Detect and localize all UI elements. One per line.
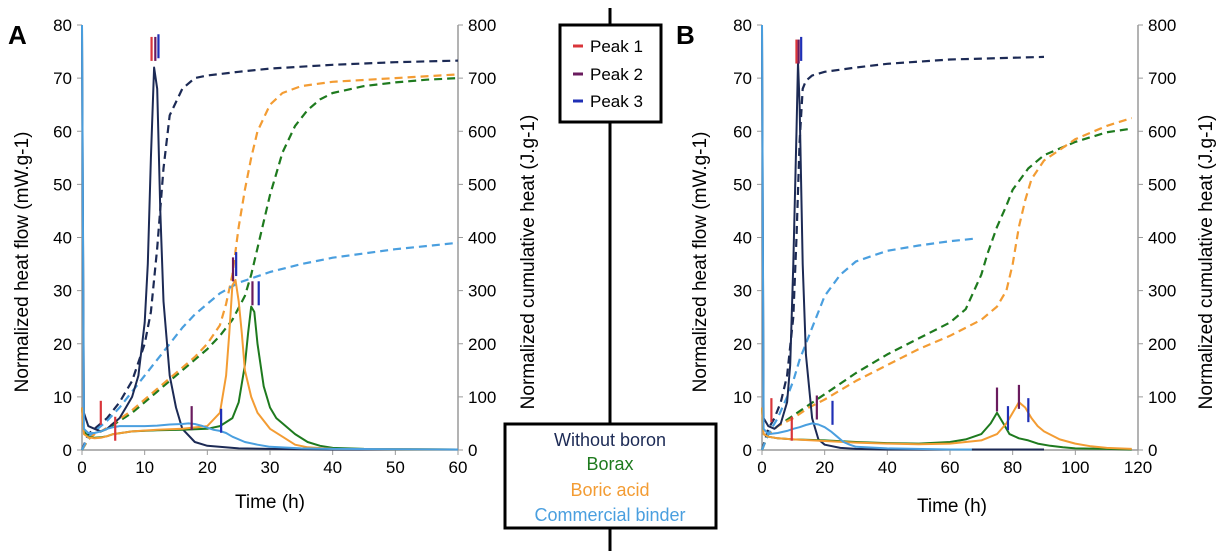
y-tick-label-a: 40 bbox=[53, 229, 72, 248]
series-cumulative-borax-b bbox=[760, 127, 1132, 451]
series-cumulative-boric-acid-b bbox=[760, 116, 1133, 451]
peak-legend: Peak 1 Peak 2 Peak 3 bbox=[558, 23, 663, 124]
legend-boric-acid: Boric acid bbox=[570, 480, 649, 500]
y-tick-label-b: 80 bbox=[733, 16, 752, 35]
series-heatflow-boric-acid-a bbox=[81, 279, 459, 451]
x-tick-label-b: 0 bbox=[757, 458, 766, 477]
x-tick-label-a: 20 bbox=[198, 458, 217, 477]
y-tick-label-b: 70 bbox=[733, 69, 752, 88]
y-axis-label-a: Normalized heat flow (mW.g-1) bbox=[12, 132, 33, 393]
y-tick-label-b: 0 bbox=[743, 441, 752, 460]
y-tick-label-b: 40 bbox=[733, 229, 752, 248]
x-tick-label-a: 60 bbox=[449, 458, 468, 477]
y-axis-label-b: Normalized heat flow (mW.g-1) bbox=[690, 132, 711, 393]
series-heatflow-without-boron-a bbox=[81, 24, 458, 451]
legend-commercial-binder: Commercial binder bbox=[534, 505, 685, 525]
y-tick-label-b: 30 bbox=[733, 282, 752, 301]
x-tick-label-b: 120 bbox=[1124, 458, 1152, 477]
series-cumulative-commercial-binder-a bbox=[81, 241, 459, 451]
y2-tick-label-a: 0 bbox=[468, 441, 477, 460]
y2-tick-label-a: 600 bbox=[468, 122, 496, 141]
y2-tick-label-a: 400 bbox=[468, 229, 496, 248]
x-tick-label-a: 0 bbox=[77, 458, 86, 477]
y-tick-label-a: 50 bbox=[53, 175, 72, 194]
y2-tick-label-b: 100 bbox=[1148, 388, 1176, 407]
y2-tick-label-a: 300 bbox=[468, 282, 496, 301]
series-cumulative-without-boron-b bbox=[760, 55, 1045, 451]
y2-tick-label-a: 800 bbox=[468, 16, 496, 35]
y2-tick-label-b: 300 bbox=[1148, 282, 1176, 301]
series-cumulative-boric-acid-a bbox=[81, 73, 459, 451]
series-heatflow-commercial-binder-a bbox=[81, 24, 459, 451]
x-axis-label-a: Time (h) bbox=[235, 492, 305, 513]
peak-3-label: Peak 3 bbox=[590, 92, 643, 111]
legend-borax: Borax bbox=[586, 454, 633, 474]
series-cumulative-borax-a bbox=[81, 77, 459, 451]
y-tick-label-b: 20 bbox=[733, 335, 752, 354]
plot-area-a: 0 10 20 30 40 50 60010203040506070800100200300… bbox=[53, 16, 496, 477]
x-tick-label-a: 50 bbox=[386, 458, 405, 477]
y2-tick-label-a: 100 bbox=[468, 388, 496, 407]
y2-tick-label-b: 500 bbox=[1148, 175, 1176, 194]
series-legend: Without boron Borax Boric acid Commercia… bbox=[503, 422, 718, 530]
y2-tick-label-a: 700 bbox=[468, 69, 496, 88]
y2-tick-label-b: 700 bbox=[1148, 69, 1176, 88]
y2-tick-label-b: 600 bbox=[1148, 122, 1176, 141]
x-tick-label-a: 30 bbox=[261, 458, 280, 477]
x-tick-label-a: 40 bbox=[323, 458, 342, 477]
y-tick-label-b: 50 bbox=[733, 175, 752, 194]
series-heatflow-commercial-binder-b bbox=[761, 24, 972, 451]
x-tick-label-b: 60 bbox=[941, 458, 960, 477]
y2-tick-label-b: 400 bbox=[1148, 229, 1176, 248]
y2-tick-label-b: 800 bbox=[1148, 16, 1176, 35]
y2-axis-label-b: Normalized cumulative heat (J.g-1) bbox=[1196, 115, 1217, 410]
y-tick-label-a: 60 bbox=[53, 122, 72, 141]
x-tick-label-b: 20 bbox=[815, 458, 834, 477]
y2-axis-label-a: Normalized cumulative heat (J.g-1) bbox=[518, 115, 539, 410]
plot-area-b: 0 20 40 60 80 100 1200102030405060708001002003… bbox=[733, 16, 1176, 477]
panel-label-a: A bbox=[8, 20, 27, 50]
peak-1-label: Peak 1 bbox=[590, 37, 643, 56]
series-cumulative-without-boron-a bbox=[80, 59, 459, 451]
x-tick-label-b: 100 bbox=[1061, 458, 1089, 477]
y-tick-label-a: 30 bbox=[53, 282, 72, 301]
y-tick-label-b: 60 bbox=[733, 122, 752, 141]
y-tick-label-a: 0 bbox=[63, 441, 72, 460]
y2-tick-label-a: 500 bbox=[468, 175, 496, 194]
series-heatflow-without-boron-b bbox=[761, 24, 1044, 451]
y-tick-label-a: 10 bbox=[53, 388, 72, 407]
y-tick-label-a: 20 bbox=[53, 335, 72, 354]
series-cumulative-commercial-binder-b bbox=[760, 237, 976, 451]
x-tick-label-a: 10 bbox=[135, 458, 154, 477]
x-tick-label-b: 40 bbox=[878, 458, 897, 477]
y-tick-label-a: 80 bbox=[53, 16, 72, 35]
y-tick-label-a: 70 bbox=[53, 69, 72, 88]
y2-tick-label-b: 200 bbox=[1148, 335, 1176, 354]
series-legend-box bbox=[503, 422, 718, 530]
y2-tick-label-b: 0 bbox=[1148, 441, 1157, 460]
y2-tick-label-a: 200 bbox=[468, 335, 496, 354]
x-axis-label-b: Time (h) bbox=[917, 496, 987, 517]
peak-2-label: Peak 2 bbox=[590, 65, 643, 84]
x-tick-label-b: 80 bbox=[1003, 458, 1022, 477]
panel-label-b: B bbox=[676, 20, 695, 50]
legend-without-boron: Without boron bbox=[554, 430, 666, 450]
y-tick-label-b: 10 bbox=[733, 388, 752, 407]
